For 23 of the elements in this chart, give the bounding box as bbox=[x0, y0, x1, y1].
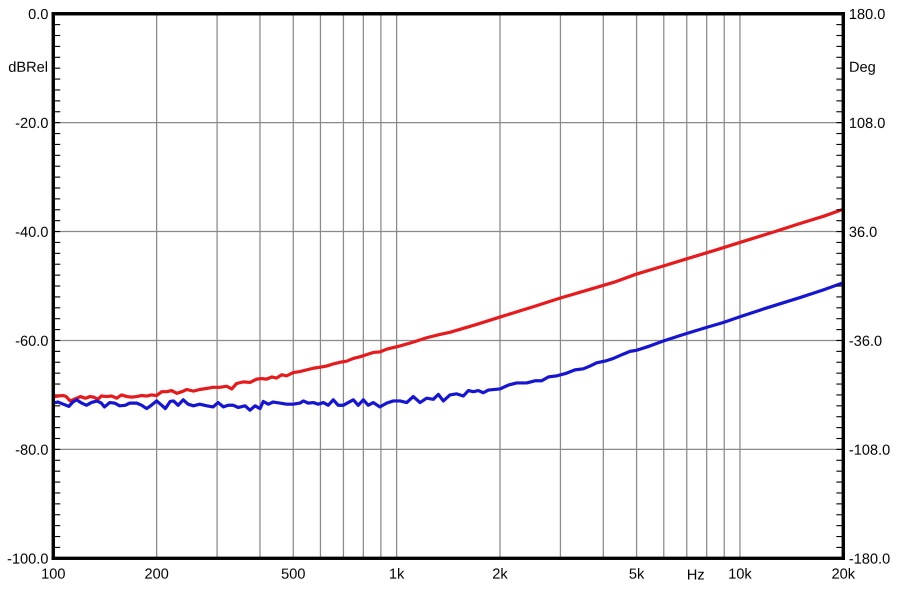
y2-tick-label: 180.0 bbox=[850, 8, 885, 20]
y2-tick-label: -36.0 bbox=[850, 336, 882, 346]
y-tick-label: -40.0 bbox=[16, 226, 48, 237]
y2-tick-label: -108.0 bbox=[850, 444, 890, 455]
y-tick-label: -80.0 bbox=[16, 444, 48, 455]
y-tick-label: -20.0 bbox=[16, 118, 48, 128]
y2-tick-label: -180.0 bbox=[850, 553, 890, 564]
y2-axis-title: Deg bbox=[850, 62, 875, 75]
x-axis-title: Hz bbox=[688, 569, 704, 580]
y-tick-label: -60.0 bbox=[16, 336, 48, 346]
x-tick-label: 2k bbox=[493, 568, 508, 579]
x-tick-label: 100 bbox=[42, 568, 65, 579]
x-tick-label: 500 bbox=[282, 568, 305, 579]
y2-tick-label: 108.0 bbox=[850, 118, 885, 128]
x-tick-label: 1k bbox=[390, 568, 404, 579]
y-tick-label: -100.0 bbox=[8, 553, 48, 564]
x-tick-label: 200 bbox=[145, 568, 168, 579]
x-tick-label: 5k bbox=[629, 568, 644, 579]
y-axis-title: dBRel bbox=[8, 61, 48, 72]
y2-tick-label: 36.0 bbox=[849, 226, 877, 237]
y-tick-label: 0.0 bbox=[28, 8, 48, 20]
x-tick-label: 20k bbox=[832, 568, 856, 579]
x-tick-label: 10k bbox=[729, 568, 752, 579]
